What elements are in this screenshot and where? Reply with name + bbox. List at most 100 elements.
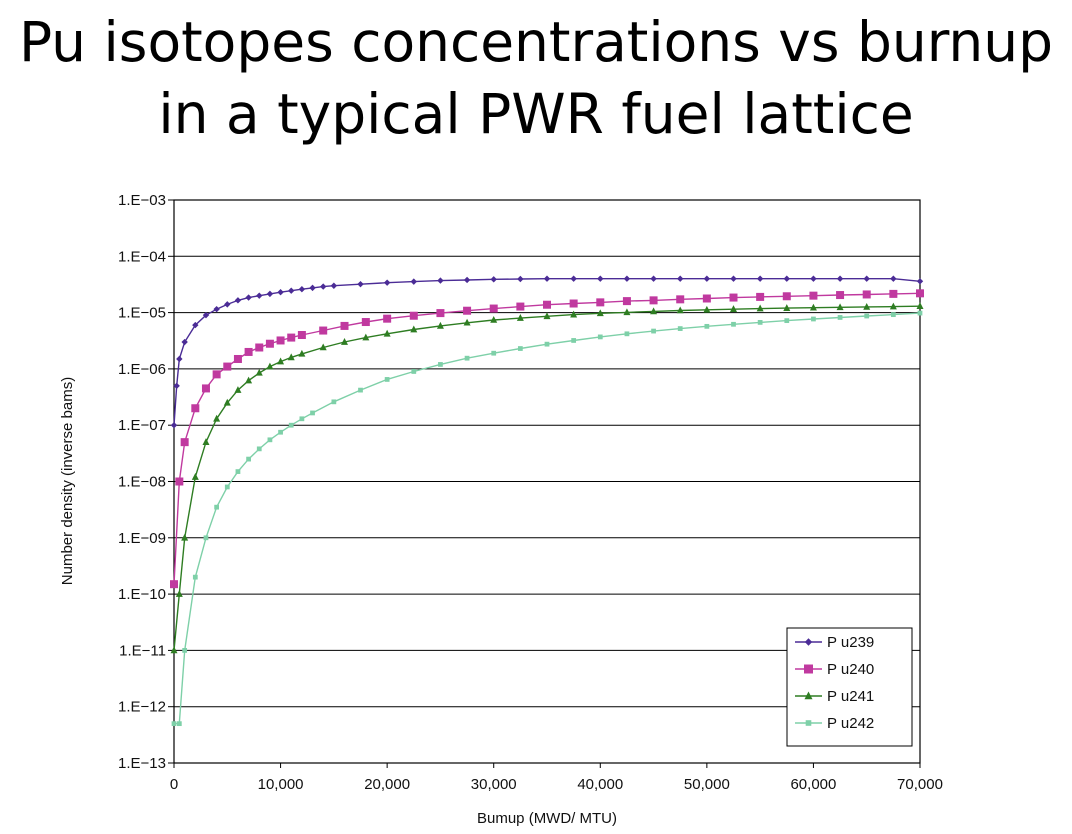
series-0 — [170, 275, 924, 429]
data-point — [203, 535, 209, 541]
data-point — [331, 399, 337, 405]
data-point — [517, 275, 524, 283]
data-point — [255, 343, 264, 352]
data-point — [233, 354, 242, 363]
data-point — [804, 664, 813, 674]
x-axis-title: Bumup (MWD/ MTU) — [477, 810, 617, 827]
legend-item: P u242 — [795, 715, 874, 732]
data-point — [463, 318, 471, 326]
data-point — [811, 316, 816, 322]
data-point — [234, 386, 242, 393]
data-point — [384, 377, 390, 382]
data-point — [235, 469, 241, 474]
legend: P u239 P u240 P u241 P u242 — [786, 627, 913, 747]
data-point — [170, 422, 178, 429]
x-tick-label: 0 — [170, 776, 178, 793]
legend-label: P u242 — [827, 715, 874, 732]
x-tick-label: 60,000 — [790, 776, 836, 793]
series-2 — [170, 302, 924, 654]
data-point — [890, 312, 896, 318]
legend-item: P u239 — [795, 634, 874, 651]
data-point — [181, 338, 188, 346]
series-1 — [170, 289, 924, 589]
data-point — [890, 275, 897, 282]
slide-title: Pu isotopes concentrations vs burnup in … — [0, 6, 1072, 150]
series-line — [173, 278, 921, 426]
y-axis-ticks: 1.E−03 1.E−04 1.E−05 1.E−06 1.E−07 1.E−08 1.E−… — [118, 192, 174, 772]
data-point — [543, 275, 551, 282]
data-point — [234, 297, 242, 304]
data-point — [623, 308, 631, 316]
data-point — [410, 325, 418, 333]
data-point — [299, 416, 305, 422]
data-point — [266, 290, 274, 298]
data-point — [358, 387, 363, 393]
data-point — [596, 298, 605, 307]
data-point — [213, 414, 221, 422]
legend-label: P u239 — [827, 634, 874, 651]
data-point — [782, 292, 791, 301]
data-point — [212, 370, 221, 379]
data-point — [319, 326, 328, 335]
data-point — [650, 307, 658, 315]
data-point — [410, 278, 417, 285]
data-point — [837, 315, 843, 320]
data-point — [836, 303, 844, 311]
data-point — [597, 275, 604, 282]
data-point — [309, 284, 316, 292]
data-point — [176, 355, 183, 363]
y-tick-label: 1.E−13 — [118, 755, 166, 772]
legend-item: P u241 — [795, 688, 874, 705]
data-point — [650, 275, 657, 282]
data-point — [181, 533, 189, 541]
y-tick-label: 1.E−10 — [118, 586, 166, 603]
data-point — [288, 287, 295, 294]
data-point — [341, 338, 349, 345]
data-point — [624, 331, 630, 337]
data-point — [651, 328, 656, 334]
data-point — [191, 404, 200, 413]
data-point — [224, 484, 230, 490]
data-point — [543, 312, 551, 320]
data-point — [783, 304, 791, 311]
series-line — [173, 292, 921, 585]
series-3 — [171, 310, 923, 727]
x-tick-label: 70,000 — [897, 776, 943, 793]
data-point — [224, 301, 231, 308]
series-line — [174, 312, 921, 725]
data-point — [916, 289, 924, 298]
data-point — [192, 574, 198, 580]
data-point — [757, 320, 763, 325]
data-point — [804, 691, 813, 700]
data-point — [383, 329, 391, 337]
data-point — [916, 278, 924, 285]
data-point — [202, 438, 210, 445]
data-point — [864, 313, 870, 319]
data-point — [889, 289, 898, 298]
data-point — [214, 504, 220, 510]
data-point — [437, 277, 444, 284]
data-point — [245, 294, 252, 301]
data-point — [170, 646, 178, 654]
data-point — [677, 275, 684, 282]
legend-label: P u241 — [827, 688, 874, 705]
data-point — [756, 292, 765, 301]
data-point — [804, 638, 813, 646]
data-point — [319, 343, 327, 351]
data-point — [862, 290, 871, 299]
data-point — [889, 302, 897, 310]
data-point — [255, 368, 263, 376]
data-point — [298, 286, 306, 293]
data-point — [191, 473, 199, 480]
data-point — [729, 293, 738, 302]
x-tick-label: 50,000 — [684, 776, 730, 793]
data-point — [676, 295, 685, 304]
y-tick-label: 1.E−05 — [118, 305, 166, 322]
data-point — [836, 291, 845, 300]
data-point — [276, 336, 285, 345]
data-point — [362, 333, 370, 341]
data-point — [463, 306, 472, 315]
data-point — [201, 384, 210, 393]
data-point — [517, 346, 523, 351]
y-tick-label: 1.E−12 — [118, 699, 166, 716]
